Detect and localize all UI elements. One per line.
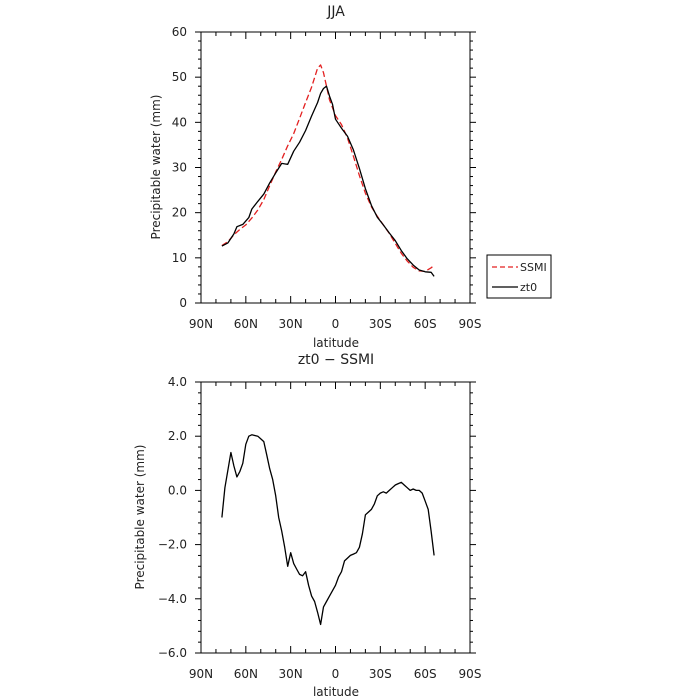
bottom-y-tick-label: 2.0	[168, 429, 187, 443]
bottom-x-tick-label: 90N	[189, 667, 213, 681]
top-x-axis-label: latitude	[313, 336, 359, 350]
bottom-y-tick-label: 4.0	[168, 375, 187, 389]
top-x-tick-label: 30S	[369, 317, 392, 331]
bottom-y-tick-label: 0.0	[168, 483, 187, 497]
legend-label-zt0: zt0	[520, 281, 537, 294]
top-y-tick-label: 0	[179, 296, 187, 310]
bottom-x-tick-label: 90S	[459, 667, 482, 681]
bottom-x-axis-label: latitude	[313, 685, 359, 699]
bottom-x-tick-label: 60S	[414, 667, 437, 681]
top-x-tick-labels: 90N 60N 30N 0 30S 60S 90S	[189, 317, 482, 331]
top-y-axis-label: Precipitable water (mm)	[149, 95, 163, 240]
top-series-line-zt0	[221, 85, 435, 277]
top-x-tick-label: 0	[332, 317, 340, 331]
top-series-lines	[221, 64, 435, 277]
bottom-panel: zt0 − SSMI 90N 60N 30N 0 30S 60S 90S −6.0−4.0−…	[133, 352, 481, 699]
bottom-y-tick-label: −4.0	[158, 592, 187, 606]
top-y-tick-labels: 0 10 20 30 40 50 60	[172, 25, 187, 310]
bottom-y-tick-label: −2.0	[158, 538, 187, 552]
bottom-y-tick-labels: −6.0 −4.0 −2.0 0.0 2.0 4.0	[158, 375, 187, 660]
bottom-x-tick-label: 60N	[234, 667, 258, 681]
legend-label-ssmi: SSMI	[520, 261, 547, 274]
top-x-tick-label: 30N	[279, 317, 303, 331]
top-plot-frame	[200, 31, 471, 304]
top-y-tick-label: 50	[172, 70, 187, 84]
top-y-tick-label: 20	[172, 206, 187, 220]
top-y-tick-label: 40	[172, 115, 187, 129]
bottom-x-tick-labels: 90N 60N 30N 0 30S 60S 90S	[189, 667, 482, 681]
legend-box	[486, 254, 552, 299]
bottom-x-tick-label: 30N	[279, 667, 303, 681]
top-y-tick-label: 30	[172, 161, 187, 175]
top-y-tick-label: 60	[172, 25, 187, 39]
bottom-x-tick-label: 0	[332, 667, 340, 681]
legend: SSMI zt0	[486, 254, 552, 299]
top-x-tick-label: 60N	[234, 317, 258, 331]
bottom-series-lines	[221, 434, 435, 626]
bottom-x-tick-label: 30S	[369, 667, 392, 681]
top-y-tick-label: 10	[172, 251, 187, 265]
top-series-line-ssmi	[221, 64, 435, 273]
top-x-tick-label: 90N	[189, 317, 213, 331]
top-x-tick-label: 60S	[414, 317, 437, 331]
bottom-chart-title: zt0 − SSMI	[298, 352, 374, 368]
top-axis-ticks	[195, 31, 476, 304]
bottom-series-line-series-0	[221, 434, 435, 626]
bottom-axis-ticks	[195, 381, 476, 654]
top-chart-title: JJA	[326, 4, 345, 20]
top-x-tick-label: 90S	[459, 317, 482, 331]
top-panel: JJA 90N 60N 30N 0 30S 60S 90S 0 10 20 30 40 50 60 la…	[149, 4, 481, 350]
bottom-y-tick-label: −6.0	[158, 646, 187, 660]
bottom-y-axis-label: Precipitable water (mm)	[133, 445, 147, 590]
